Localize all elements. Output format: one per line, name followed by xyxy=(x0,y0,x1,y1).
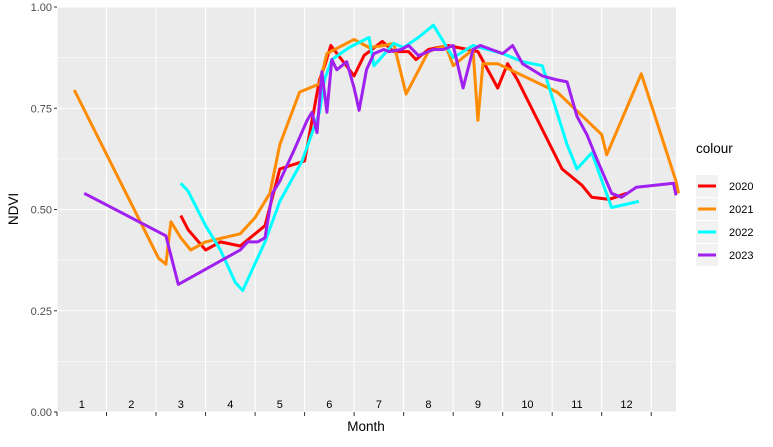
series-line-2022 xyxy=(179,23,640,292)
axes: 0.00 0.25 0.50 0.75 1.00 xyxy=(31,2,652,419)
month-label: 7 xyxy=(376,399,382,411)
y-tick-label: 0.75 xyxy=(31,103,52,115)
series-lines xyxy=(72,23,680,292)
month-label: 12 xyxy=(620,399,632,411)
month-label: 9 xyxy=(475,399,481,411)
month-label: 11 xyxy=(571,399,582,411)
legend-label-2023: 2023 xyxy=(729,250,753,262)
month-label: 4 xyxy=(227,399,233,411)
month-label: 5 xyxy=(277,399,283,411)
series-line-2023 xyxy=(83,44,678,286)
month-label: 1 xyxy=(79,399,85,411)
x-axis-title: Month xyxy=(347,419,385,434)
legend-label-2020: 2020 xyxy=(729,181,753,193)
y-tick-label: 0.50 xyxy=(31,205,52,217)
y-tick-label: 0.25 xyxy=(31,306,52,318)
legend: colour 2020 2021 2022 2023 xyxy=(696,141,753,266)
y-tick-label: 0.00 xyxy=(31,407,52,419)
month-label: 10 xyxy=(521,399,533,411)
month-label: 8 xyxy=(425,399,431,411)
legend-title: colour xyxy=(696,141,733,156)
y-axis-title: NDVI xyxy=(6,193,21,225)
series-line-2021 xyxy=(72,37,680,266)
month-label: 3 xyxy=(178,399,184,411)
y-tick-label: 1.00 xyxy=(31,2,52,14)
month-labels: 1 2 3 4 5 6 7 8 9 10 11 12 xyxy=(79,399,633,411)
legend-label-2022: 2022 xyxy=(729,227,753,239)
series-line-2020 xyxy=(179,39,627,252)
month-label: 6 xyxy=(326,399,332,411)
month-label: 2 xyxy=(128,399,134,411)
legend-label-2021: 2021 xyxy=(729,204,753,216)
